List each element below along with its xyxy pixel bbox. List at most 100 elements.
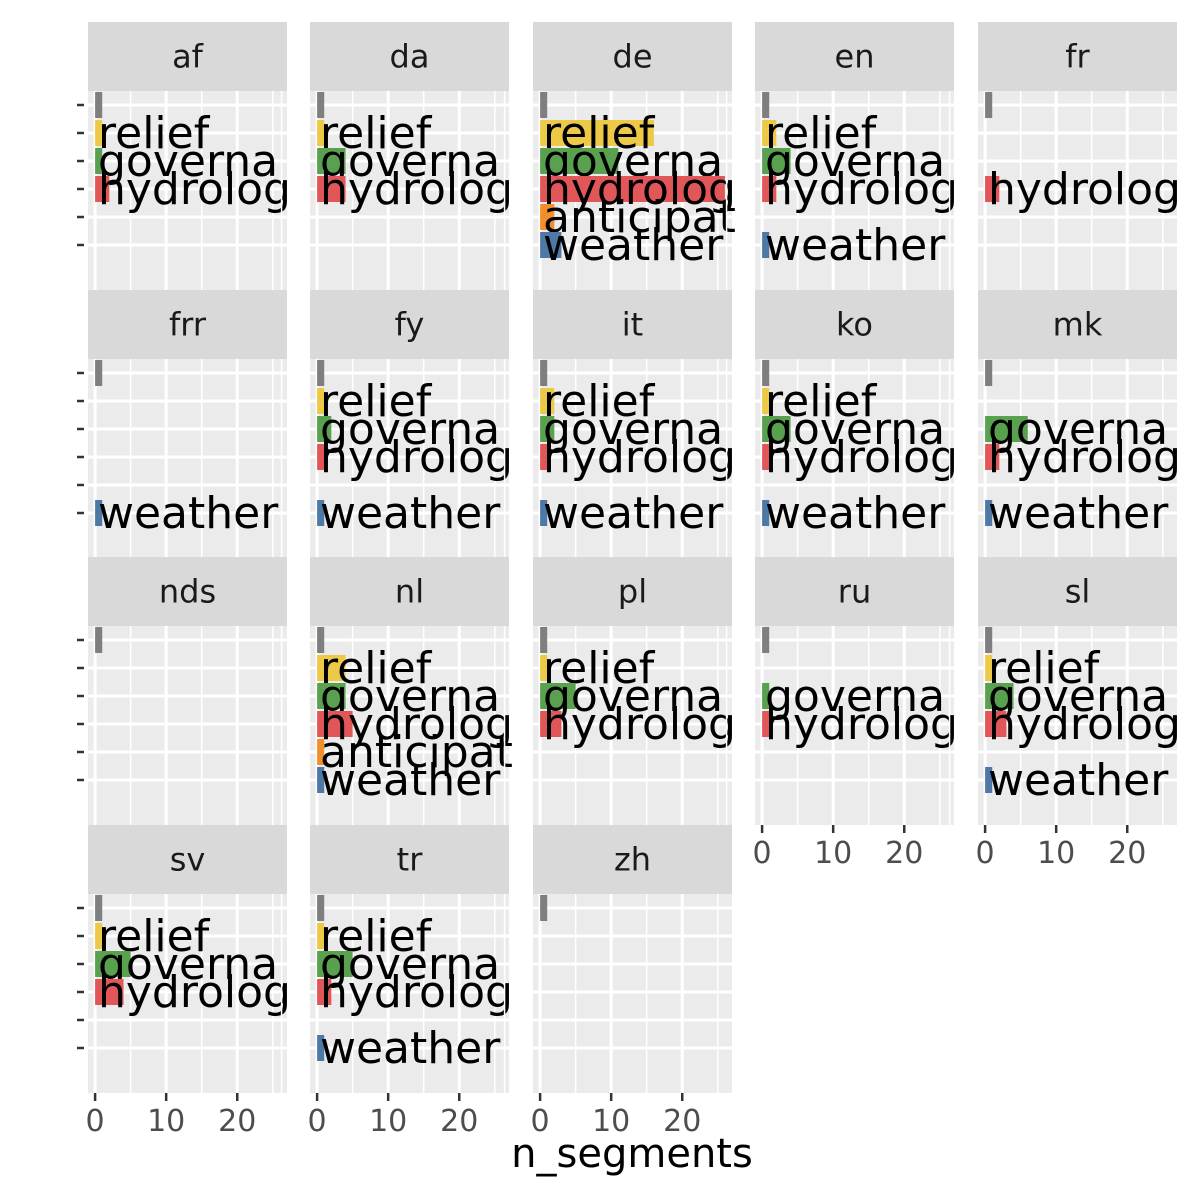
bar-relief: [762, 120, 777, 146]
bar-relief: [540, 655, 548, 681]
bar-unlabeled: [985, 627, 993, 653]
bar-unlabeled: [540, 360, 548, 386]
bar-label-hydrology: hydrolog: [320, 432, 513, 483]
bar-relief: [317, 655, 346, 681]
bar-label-weather: weather: [765, 220, 946, 271]
bar-label-hydrology: hydrolog: [98, 164, 291, 215]
bar-label-weather: weather: [988, 488, 1169, 539]
bar-relief: [95, 923, 103, 949]
facet-strip-label: af: [172, 38, 204, 76]
facet-strip: [310, 825, 509, 894]
bar-relief: [317, 120, 325, 146]
facet-strip-label: tr: [397, 841, 424, 879]
bar-hydrology: [762, 711, 770, 737]
bar-hydrology: [95, 979, 124, 1005]
bar-unlabeled: [762, 360, 770, 386]
facet-strip-label: zh: [614, 841, 651, 879]
facet-nds: nds: [58, 557, 287, 825]
bar-hydrology: [540, 444, 548, 470]
bar-label-hydrology: hydrolog: [988, 432, 1181, 483]
facet-strip-label: en: [835, 38, 875, 76]
x-tick-label: 20: [440, 1104, 478, 1139]
facet-strip-label: de: [613, 38, 653, 76]
bar-label-relief: relief: [543, 376, 656, 427]
bar-unlabeled: [95, 360, 103, 386]
bar-label-hydrology: hydrolog: [98, 967, 291, 1018]
bar-relief: [762, 388, 770, 414]
facet-strip-label: nl: [395, 573, 424, 611]
facet-strip-label: nds: [159, 573, 216, 611]
bar-hydrology: [762, 444, 770, 470]
facet-strip: [88, 825, 287, 894]
bar-weather: [985, 500, 993, 526]
x-tick-label: 10: [592, 1104, 630, 1139]
bar-label-weather: weather: [765, 488, 946, 539]
facet-strip: [533, 22, 732, 91]
bar-unlabeled: [985, 360, 993, 386]
facet-zh: zh 0 10 20: [503, 825, 732, 1139]
bar-label-weather: weather: [543, 220, 724, 271]
facet-strip-label: pl: [618, 573, 647, 611]
bar-unlabeled: [540, 627, 548, 653]
bar-label-hydrology: hydrolog: [765, 432, 958, 483]
bar-label-governance: governa: [320, 404, 500, 455]
bar-relief: [317, 388, 325, 414]
x-tick-label: 20: [1108, 836, 1146, 871]
bar-weather: [540, 232, 562, 258]
facet-strip-label: fy: [395, 306, 425, 344]
bar-label-hydrology: hydrolog: [543, 699, 736, 750]
facet-strip: [978, 290, 1177, 359]
bar-hydrology: [985, 711, 1007, 737]
bar-hydrology: [762, 176, 777, 202]
bar-hydrology: [985, 176, 1000, 202]
bar-label-governance: governa: [320, 939, 500, 990]
bar-governance: [95, 148, 103, 174]
bar-label-governance: governa: [98, 136, 278, 187]
bar-label-governance: governa: [765, 136, 945, 187]
bar-relief: [540, 388, 555, 414]
bar-weather: [985, 767, 993, 793]
bar-governance: [540, 148, 619, 174]
bar-label-hydrology: hydrolog: [543, 432, 736, 483]
bar-hydrology: [95, 176, 110, 202]
bar-label-hydrology: hydrolog: [320, 699, 513, 750]
bar-label-anticipation: anticipat: [543, 192, 736, 243]
bar-governance: [540, 683, 576, 709]
facet-strip: [88, 557, 287, 626]
facet-strip-label: sl: [1065, 573, 1091, 611]
bar-governance: [985, 416, 1028, 442]
facet-strip: [88, 22, 287, 91]
facet-strip-label: ru: [838, 573, 871, 611]
facet-strip: [533, 290, 732, 359]
bar-governance: [317, 148, 346, 174]
bar-weather: [762, 232, 770, 258]
bar-governance: [95, 951, 131, 977]
bar-unlabeled: [317, 92, 325, 118]
bar-label-weather: weather: [320, 1023, 501, 1074]
bar-weather: [317, 767, 325, 793]
bar-label-governance: governa: [988, 404, 1168, 455]
bar-hydrology: [317, 444, 325, 470]
bar-label-governance: governa: [543, 404, 723, 455]
bar-label-relief: relief: [320, 376, 433, 427]
x-tick-label: 0: [308, 1104, 327, 1139]
facet-strip: [310, 22, 509, 91]
bar-label-hydrology: hydrolog: [543, 164, 736, 215]
bar-label-hydrology: hydrolog: [988, 699, 1181, 750]
x-tick-label: 10: [1037, 836, 1075, 871]
bar-unlabeled: [95, 92, 103, 118]
facet-strip: [533, 825, 732, 894]
bar-unlabeled: [762, 92, 770, 118]
bar-governance: [762, 148, 791, 174]
facet-strip: [88, 290, 287, 359]
